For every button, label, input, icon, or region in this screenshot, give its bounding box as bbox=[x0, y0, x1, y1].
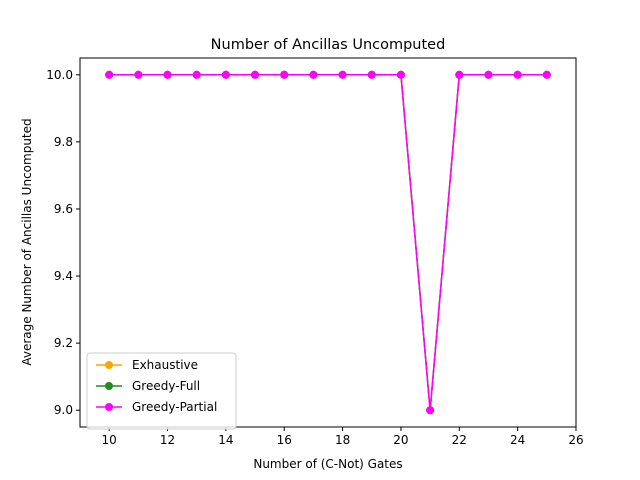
y-tick-label: 10.0 bbox=[46, 68, 73, 82]
x-tick-label: 26 bbox=[568, 433, 583, 447]
data-point-greedy-partial bbox=[105, 70, 114, 79]
y-tick-label: 9.4 bbox=[54, 269, 73, 283]
y-tick-label: 9.8 bbox=[54, 135, 73, 149]
data-point-greedy-partial bbox=[134, 70, 143, 79]
data-point-greedy-partial bbox=[367, 70, 376, 79]
x-tick-label: 16 bbox=[277, 433, 292, 447]
legend-marker bbox=[105, 382, 113, 390]
x-tick-label: 22 bbox=[452, 433, 467, 447]
y-tick-label: 9.0 bbox=[54, 403, 73, 417]
data-point-greedy-partial bbox=[513, 70, 522, 79]
chart-title: Number of Ancillas Uncomputed bbox=[211, 37, 446, 53]
data-point-greedy-partial bbox=[455, 70, 464, 79]
series-layer bbox=[105, 70, 551, 415]
y-axis-label: Average Number of Ancillas Uncomputed bbox=[20, 118, 34, 365]
data-point-greedy-partial bbox=[309, 70, 318, 79]
data-point-greedy-partial bbox=[484, 70, 493, 79]
data-point-greedy-partial bbox=[542, 70, 551, 79]
y-axis-ticks: 9.0 9.2 9.4 9.6 9.8 10.0 bbox=[46, 68, 80, 417]
plot-frame bbox=[79, 57, 577, 428]
data-point-greedy-partial bbox=[192, 70, 201, 79]
data-point-greedy-partial bbox=[163, 70, 172, 79]
x-tick-label: 12 bbox=[160, 433, 175, 447]
x-axis-label: Number of (C-Not) Gates bbox=[253, 457, 402, 471]
legend-marker bbox=[105, 403, 113, 411]
y-tick-label: 9.6 bbox=[54, 202, 73, 216]
x-axis-ticks: 10 12 14 16 18 20 22 24 26 bbox=[102, 427, 584, 447]
x-tick-label: 24 bbox=[510, 433, 525, 447]
data-point-greedy-partial bbox=[396, 70, 405, 79]
y-tick-label: 9.2 bbox=[54, 336, 73, 350]
data-point-greedy-partial bbox=[221, 70, 230, 79]
x-tick-label: 20 bbox=[393, 433, 408, 447]
legend-label: Greedy-Partial bbox=[132, 400, 217, 414]
legend-marker bbox=[105, 361, 113, 369]
legend-label: Exhaustive bbox=[132, 358, 198, 372]
legend-label: Greedy-Full bbox=[132, 379, 200, 393]
series-line-greedy-partial bbox=[109, 74, 547, 411]
legend: Exhaustive Greedy-Full Greedy-Partial bbox=[86, 352, 237, 430]
data-point-greedy-partial bbox=[251, 70, 260, 79]
legend-box bbox=[86, 352, 237, 430]
x-tick-label: 14 bbox=[218, 433, 233, 447]
data-point-greedy-partial bbox=[338, 70, 347, 79]
data-point-greedy-partial bbox=[426, 406, 435, 415]
x-tick-label: 18 bbox=[335, 433, 350, 447]
data-point-greedy-partial bbox=[280, 70, 289, 79]
x-tick-label: 10 bbox=[102, 433, 117, 447]
